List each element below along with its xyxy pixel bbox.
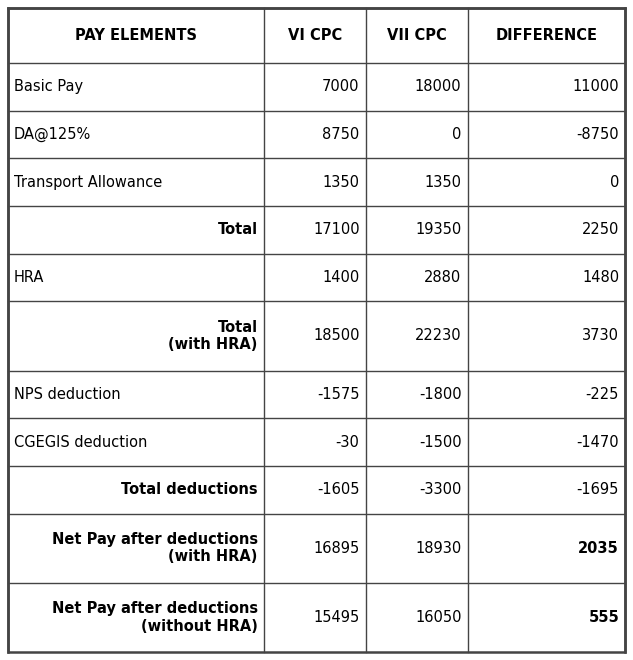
Text: Total deductions: Total deductions	[121, 482, 258, 498]
Text: -1695: -1695	[577, 482, 619, 498]
Text: Basic Pay: Basic Pay	[14, 79, 83, 94]
Text: CGEGIS deduction: CGEGIS deduction	[14, 435, 147, 449]
Text: 1350: 1350	[323, 175, 360, 189]
Text: NPS deduction: NPS deduction	[14, 387, 120, 402]
Text: -30: -30	[335, 435, 360, 449]
Text: 0: 0	[452, 127, 461, 142]
Text: 3730: 3730	[582, 329, 619, 343]
Text: 2250: 2250	[582, 222, 619, 238]
Text: VII CPC: VII CPC	[387, 28, 447, 43]
Text: 7000: 7000	[322, 79, 360, 94]
Text: -1605: -1605	[317, 482, 360, 498]
Text: 11000: 11000	[572, 79, 619, 94]
Text: -3300: -3300	[419, 482, 461, 498]
Text: 8750: 8750	[322, 127, 360, 142]
Text: Net Pay after deductions
(with HRA): Net Pay after deductions (with HRA)	[51, 532, 258, 564]
Text: 2880: 2880	[424, 270, 461, 285]
Text: 22230: 22230	[415, 329, 461, 343]
Text: Total: Total	[218, 222, 258, 238]
Text: 555: 555	[588, 610, 619, 625]
Text: Net Pay after deductions
(without HRA): Net Pay after deductions (without HRA)	[51, 601, 258, 634]
Text: -1500: -1500	[419, 435, 461, 449]
Text: VI CPC: VI CPC	[288, 28, 342, 43]
Text: -225: -225	[586, 387, 619, 402]
Text: 16895: 16895	[313, 541, 360, 556]
Text: Total
(with HRA): Total (with HRA)	[168, 319, 258, 352]
Text: 1480: 1480	[582, 270, 619, 285]
Text: DIFFERENCE: DIFFERENCE	[496, 28, 598, 43]
Text: 18000: 18000	[415, 79, 461, 94]
Text: -8750: -8750	[577, 127, 619, 142]
Text: HRA: HRA	[14, 270, 44, 285]
Text: 1400: 1400	[322, 270, 360, 285]
Text: DA@125%: DA@125%	[14, 127, 91, 142]
Text: 2035: 2035	[579, 541, 619, 556]
Text: -1575: -1575	[317, 387, 360, 402]
Text: 19350: 19350	[415, 222, 461, 238]
Text: 0: 0	[610, 175, 619, 189]
Text: -1470: -1470	[577, 435, 619, 449]
Text: 18500: 18500	[313, 329, 360, 343]
Text: 1350: 1350	[425, 175, 461, 189]
Text: Transport Allowance: Transport Allowance	[14, 175, 162, 189]
Text: 16050: 16050	[415, 610, 461, 625]
Text: 17100: 17100	[313, 222, 360, 238]
Text: PAY ELEMENTS: PAY ELEMENTS	[75, 28, 197, 43]
Text: 18930: 18930	[415, 541, 461, 556]
Text: -1800: -1800	[419, 387, 461, 402]
Text: 15495: 15495	[313, 610, 360, 625]
